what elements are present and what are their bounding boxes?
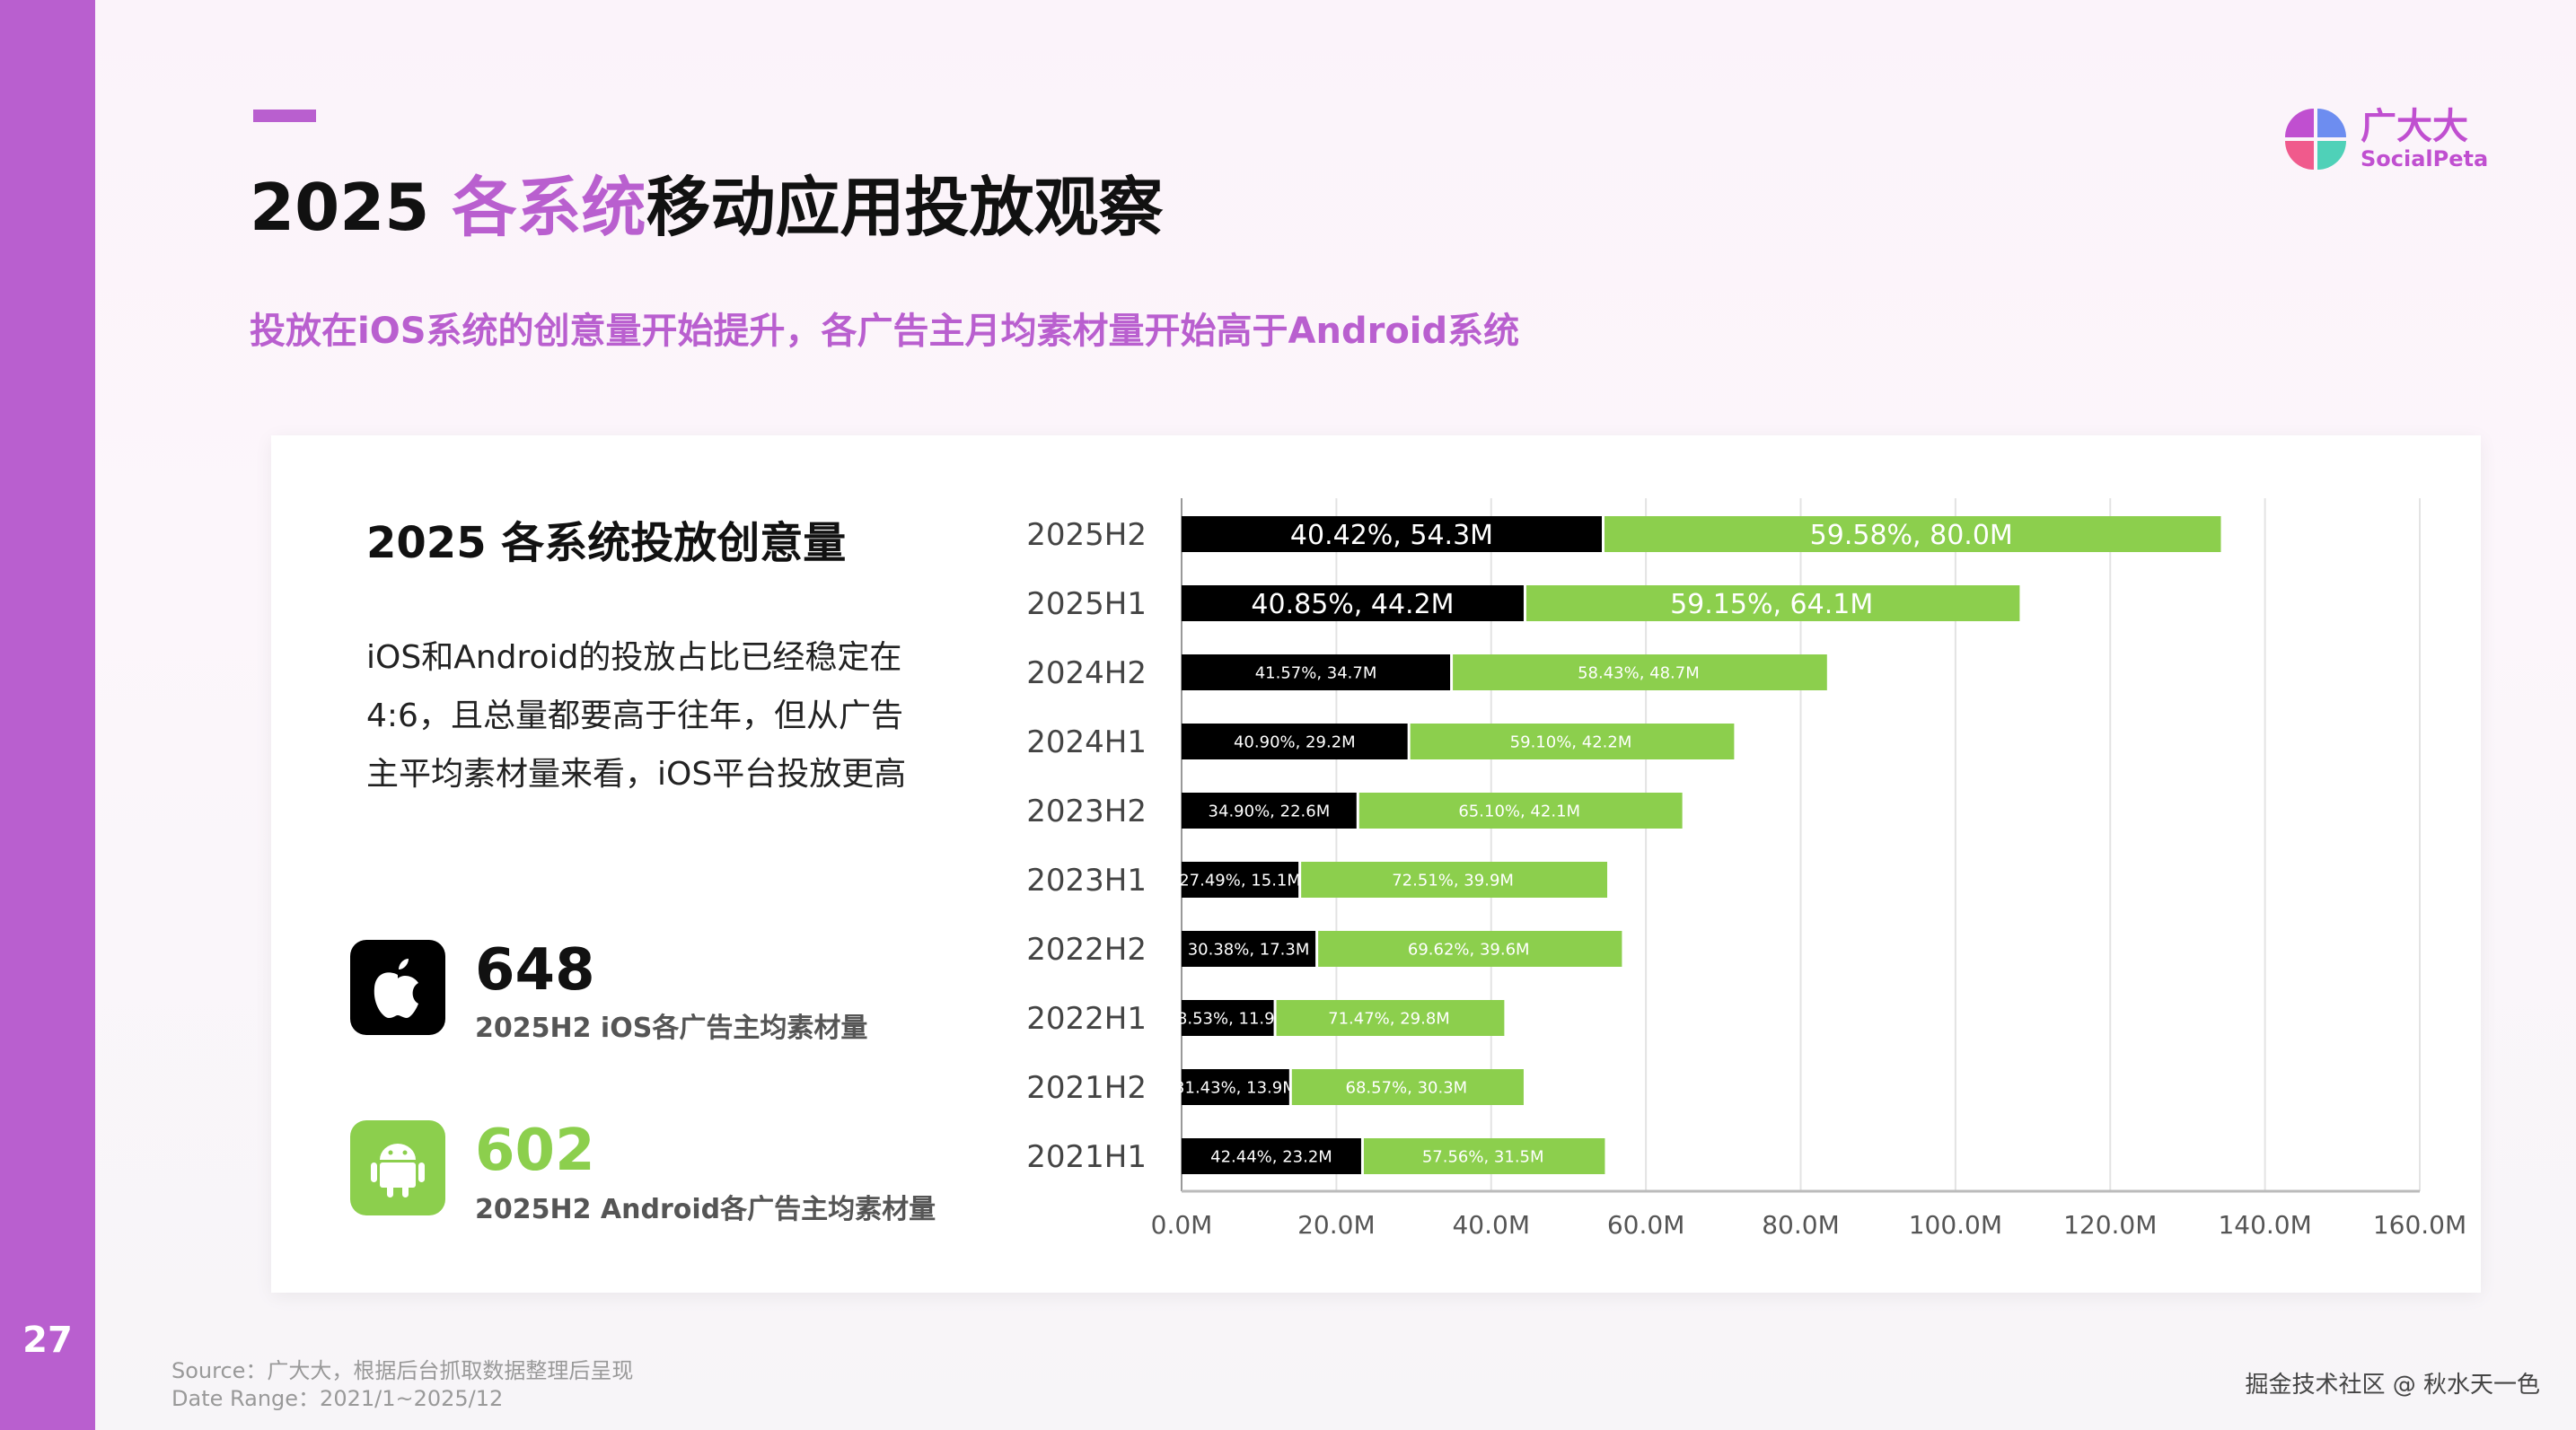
side-bar	[0, 0, 95, 1430]
bar-data-label: 71.47%, 29.8M	[1328, 1009, 1450, 1028]
logo: 广大大 SocialPeta	[2283, 107, 2488, 171]
bar-data-label: 58.43%, 48.7M	[1578, 663, 1700, 682]
bar-data-label: 59.15%, 64.1M	[1670, 589, 1873, 620]
x-tick-label: 100.0M	[1909, 1210, 2002, 1240]
title-prefix: 2025	[250, 170, 453, 245]
x-tick-label: 60.0M	[1607, 1210, 1685, 1240]
bar-ios	[1182, 1138, 1361, 1174]
bar-data-label: 40.90%, 29.2M	[1234, 733, 1356, 751]
y-category-label: 2023H1	[1026, 863, 1147, 899]
bar-data-label: 42.44%, 23.2M	[1210, 1147, 1332, 1166]
x-tick-label: 0.0M	[1151, 1210, 1213, 1240]
card-title: 2025 各系统投放创意量	[366, 518, 847, 568]
bar-android	[1276, 1000, 1505, 1036]
bar-android	[1525, 585, 2020, 621]
y-category-label: 2025H1	[1026, 586, 1147, 622]
y-category-label: 2023H2	[1026, 794, 1147, 829]
bar-ios	[1182, 793, 1357, 829]
x-tick-label: 120.0M	[2063, 1210, 2157, 1240]
footer: Source：广大大，根据后台抓取数据整理后呈现 Date Range：2021/…	[171, 1357, 633, 1413]
y-category-label: 2024H1	[1026, 724, 1147, 760]
bar-android	[1453, 654, 1827, 690]
title-accent	[253, 110, 316, 122]
y-category-label: 2021H2	[1026, 1070, 1147, 1106]
bar-ios	[1182, 654, 1451, 690]
bar-data-label: 57.56%, 31.5M	[1422, 1147, 1544, 1166]
date-range: Date Range：2021/1~2025/12	[171, 1386, 504, 1411]
bar-ios	[1182, 585, 1524, 621]
bar-ios	[1182, 724, 1408, 759]
x-tick-label: 20.0M	[1297, 1210, 1376, 1240]
bar-android	[1604, 516, 2221, 552]
y-category-label: 2025H2	[1026, 517, 1147, 553]
page-subtitle: 投放在iOS系统的创意量开始提升，各广告主月均素材量开始高于Android系统	[250, 311, 1520, 352]
apple-icon	[350, 940, 445, 1035]
bar-data-label: 59.10%, 42.2M	[1510, 733, 1632, 751]
x-tick-label: 80.0M	[1762, 1210, 1840, 1240]
bar-data-label: 28.53%, 11.9M	[1166, 1009, 1288, 1028]
bar-data-label: 40.42%, 54.3M	[1290, 520, 1493, 551]
bar-data-label: 68.57%, 30.3M	[1346, 1078, 1468, 1097]
bar-android	[1358, 793, 1683, 829]
page-title: 2025 各系统移动应用投放观察	[250, 154, 1164, 249]
bar-data-label: 72.51%, 39.9M	[1392, 871, 1514, 890]
bar-ios	[1182, 862, 1299, 898]
ios-label: 2025H2 iOS各广告主均素材量	[475, 1013, 868, 1044]
bar-android	[1363, 1138, 1605, 1174]
bar-android	[1301, 862, 1608, 898]
y-category-label: 2022H2	[1026, 932, 1147, 968]
y-category-label: 2021H1	[1026, 1139, 1147, 1175]
bar-data-label: 30.38%, 17.3M	[1188, 940, 1310, 959]
card-description: iOS和Android的投放占比已经稳定在4:6，且总量都要高于往年，但从广告主…	[366, 639, 907, 793]
x-tick-label: 40.0M	[1452, 1210, 1530, 1240]
bar-ios	[1182, 931, 1316, 967]
android-value: 602	[475, 1118, 595, 1184]
bar-data-label: 27.49%, 15.1M	[1179, 871, 1301, 890]
bar-android	[1410, 724, 1735, 759]
bar-android	[1318, 931, 1622, 967]
watermark: 掘金技术社区 @ 秋水天一色	[2245, 1372, 2540, 1399]
logo-en: SocialPeta	[2361, 146, 2489, 171]
bar-data-label: 69.62%, 39.6M	[1408, 940, 1530, 959]
y-category-label: 2024H2	[1026, 655, 1147, 691]
source-note: Source：广大大，根据后台抓取数据整理后呈现	[171, 1358, 634, 1383]
bar-android	[1291, 1069, 1524, 1105]
bar-data-label: 40.85%, 44.2M	[1251, 589, 1454, 620]
ios-value: 648	[475, 937, 595, 1004]
title-suffix: 移动应用投放观察	[646, 170, 1164, 245]
page-number: 27	[22, 1320, 73, 1361]
logo-cn: 广大大	[2361, 106, 2468, 147]
title-highlight: 各系统	[452, 170, 646, 245]
android-icon	[350, 1120, 445, 1215]
bar-ios	[1182, 516, 1602, 552]
bar-data-label: 34.90%, 22.6M	[1209, 802, 1331, 820]
bar-ios	[1182, 1000, 1274, 1036]
x-tick-label: 140.0M	[2218, 1210, 2311, 1240]
android-label: 2025H2 Android各广告主均素材量	[475, 1194, 936, 1225]
bar-data-label: 65.10%, 42.1M	[1458, 802, 1580, 820]
bar-data-label: 31.43%, 13.9M	[1174, 1078, 1297, 1097]
bar-ios	[1182, 1069, 1289, 1105]
logo-icon	[2285, 109, 2346, 170]
y-category-label: 2022H1	[1026, 1001, 1147, 1037]
bar-data-label: 59.58%, 80.0M	[1810, 520, 2013, 551]
x-tick-label: 160.0M	[2373, 1210, 2466, 1240]
bar-data-label: 41.57%, 34.7M	[1255, 663, 1377, 682]
